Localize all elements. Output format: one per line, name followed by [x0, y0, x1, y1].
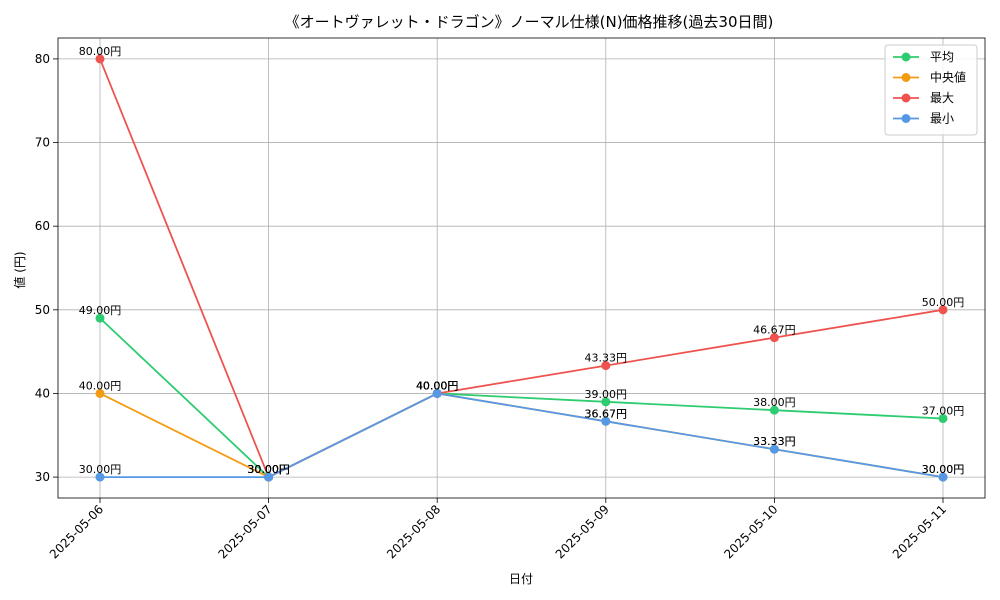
data-point	[432, 388, 442, 398]
data-label: 36.67円	[585, 407, 628, 420]
legend-marker	[901, 114, 911, 123]
data-label: 30.00円	[247, 463, 290, 476]
data-point	[95, 54, 105, 64]
legend-box	[884, 44, 978, 136]
data-label: 39.00円	[585, 388, 628, 401]
data-label: 40.00円	[416, 379, 459, 392]
y-tick-label: 50	[35, 303, 50, 317]
legend-label: 最小	[930, 112, 954, 126]
x-tick-label: 2025-05-08	[384, 502, 443, 561]
data-label: 40.00円	[79, 379, 122, 392]
y-tick-label: 30	[35, 470, 50, 484]
grid	[58, 38, 985, 498]
data-point	[769, 405, 779, 415]
y-tick-label: 60	[35, 219, 50, 233]
data-point	[95, 388, 105, 398]
data-label: 40.00円	[416, 379, 459, 392]
data-label: 33.33円	[753, 435, 796, 448]
data-point	[601, 397, 611, 407]
data-point	[601, 416, 611, 426]
series-line	[99, 58, 944, 479]
data-label: 46.67円	[753, 324, 796, 337]
data-point	[938, 472, 948, 482]
data-label: 30.00円	[247, 463, 290, 476]
data-label: 30.00円	[922, 463, 965, 476]
data-point	[769, 444, 779, 454]
chart-title: 《オートヴァレット・ドラゴン》ノーマル仕様(N)価格推移(過去30日間)	[285, 13, 774, 31]
x-tick-label: 2025-05-10	[721, 502, 780, 561]
data-label: 50.00円	[922, 296, 965, 309]
legend-label: 最大	[930, 91, 954, 105]
data-label: 33.33円	[753, 435, 796, 448]
series-group	[95, 54, 948, 482]
x-tick-label: 2025-05-09	[553, 502, 612, 561]
data-label: 36.67円	[585, 407, 628, 420]
data-label: 30.00円	[247, 463, 290, 476]
data-labels: 49.00円 30.00円 40.00円 39.00円 38.00円 37.00円 40.0…	[79, 45, 965, 476]
legend-marker	[901, 73, 911, 82]
legend-marker	[901, 52, 911, 62]
data-point	[938, 414, 948, 424]
plot-frame	[57, 37, 986, 499]
x-tick-label: 2025-05-11	[890, 502, 949, 561]
data-label: 30.00円	[247, 463, 290, 476]
series-line	[99, 392, 944, 479]
data-label: 37.00円	[922, 405, 965, 418]
data-label: 30.00円	[922, 463, 965, 476]
y-tick-label: 80	[35, 52, 50, 66]
data-label: 49.00円	[79, 304, 122, 317]
legend-marker	[901, 93, 911, 103]
data-point	[938, 305, 948, 315]
data-label: 43.33円	[585, 352, 628, 365]
data-label: 38.00円	[753, 396, 796, 409]
series-line	[99, 317, 944, 479]
y-tick-label: 70	[35, 136, 50, 150]
data-label: 80.00円	[79, 45, 122, 58]
y-tick-label: 40	[35, 386, 50, 400]
series-line	[100, 392, 944, 478]
data-point	[264, 472, 274, 482]
data-point	[95, 472, 105, 482]
legend-label: 平均	[930, 50, 954, 64]
x-tick-label: 2025-05-07	[216, 502, 275, 561]
data-label: 40.00円	[416, 379, 459, 392]
data-point	[95, 313, 105, 323]
x-axis-label: 日付	[509, 572, 533, 586]
legend-label: 中央値	[930, 70, 966, 85]
y-axis-label: 値 (円)	[12, 251, 27, 288]
data-label: 30.00円	[79, 463, 122, 476]
data-point	[601, 361, 611, 371]
axes: 2025-05-06 2025-05-07 2025-05-08 2025-05-09…	[35, 37, 986, 561]
data-label: 40.00円	[416, 379, 459, 392]
x-tick-label: 2025-05-06	[47, 502, 106, 561]
data-point	[769, 333, 779, 343]
